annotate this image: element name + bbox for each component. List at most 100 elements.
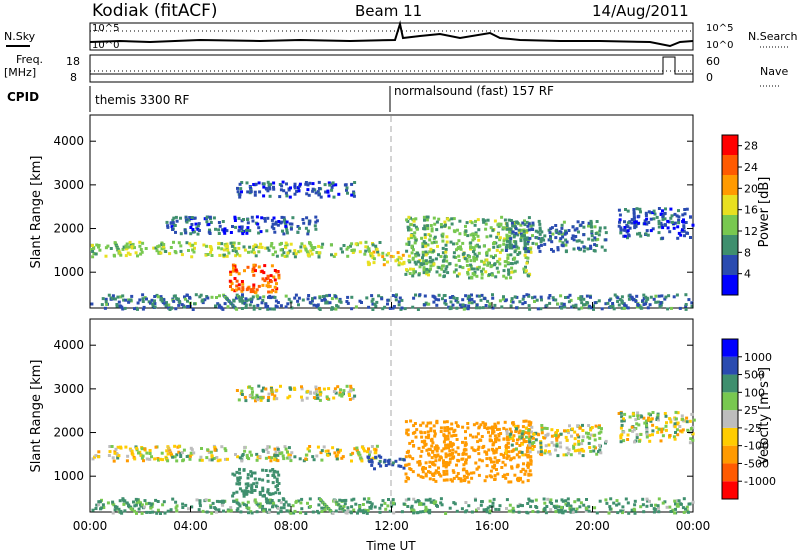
heatmap-cell	[455, 509, 459, 513]
heatmap-cell	[443, 299, 447, 303]
heatmap-cell	[431, 449, 435, 453]
heatmap-cell	[589, 244, 593, 248]
heatmap-cell	[490, 264, 494, 268]
heatmap-cell	[215, 508, 218, 512]
heatmap-cell	[208, 458, 212, 462]
heatmap-cell	[387, 462, 391, 466]
heatmap-cell	[153, 299, 156, 303]
heatmap-cell	[593, 506, 597, 510]
heatmap-cell	[133, 504, 137, 508]
heatmap-cell	[218, 500, 221, 504]
heatmap-cell	[675, 504, 679, 508]
heatmap-cell	[110, 445, 114, 448]
heatmap-cell	[266, 246, 270, 250]
heatmap-cell	[679, 429, 683, 433]
heatmap-cell	[617, 303, 621, 307]
heatmap-cell	[442, 447, 446, 451]
heatmap-cell	[661, 226, 665, 230]
heatmap-cell	[435, 444, 439, 448]
heatmap-cell	[223, 227, 227, 231]
heatmap-cell	[689, 215, 692, 219]
heatmap-cell	[538, 228, 542, 232]
heatmap-cell	[408, 272, 412, 275]
heatmap-cell	[472, 237, 476, 241]
heatmap-cell	[333, 451, 337, 455]
heatmap-cell	[564, 243, 568, 247]
heatmap-cell	[433, 432, 437, 436]
heatmap-cell	[159, 251, 163, 255]
heatmap-cell	[648, 417, 652, 421]
heatmap-cell	[665, 421, 668, 425]
heatmap-cell	[381, 499, 385, 503]
heatmap-cell	[137, 507, 141, 511]
colorbar-swatch	[722, 195, 738, 215]
heatmap-cell	[667, 294, 671, 298]
heatmap-cell	[330, 188, 334, 192]
heatmap-cell	[255, 215, 259, 219]
heatmap-cell	[502, 426, 506, 430]
heatmap-cell	[668, 434, 672, 437]
heatmap-cell	[235, 508, 239, 512]
heatmap-cell	[391, 461, 395, 465]
heatmap-cell	[230, 244, 234, 248]
heatmap-cell	[433, 235, 437, 239]
heatmap-cell	[652, 217, 656, 221]
heatmap-cell	[477, 452, 481, 456]
heatmap-cell	[444, 267, 448, 271]
heatmap-cell	[450, 217, 454, 221]
heatmap-cell	[315, 389, 319, 393]
heatmap-cell	[276, 453, 280, 457]
heatmap-cell	[223, 253, 226, 257]
heatmap-cell	[651, 433, 654, 437]
heatmap-cell	[561, 241, 565, 245]
heatmap-cell	[504, 446, 508, 450]
heatmap-cell	[497, 427, 501, 431]
heatmap-cell	[422, 271, 426, 275]
heatmap-cell	[263, 217, 267, 220]
heatmap-cell	[483, 426, 487, 429]
heatmap-cell	[527, 497, 531, 501]
heatmap-cell	[521, 504, 524, 508]
heatmap-cell	[351, 388, 355, 392]
heatmap-cell	[279, 506, 283, 510]
heatmap-cell	[288, 394, 292, 398]
heatmap-cell	[522, 294, 526, 298]
heatmap-cell	[422, 215, 426, 219]
heatmap-cell	[525, 229, 529, 233]
heatmap-cell	[343, 499, 347, 502]
heatmap-cell	[194, 222, 198, 226]
heatmap-cell	[145, 510, 149, 514]
heatmap-cell	[163, 511, 167, 515]
heatmap-cell	[445, 472, 449, 476]
heatmap-cell	[453, 428, 457, 432]
heatmap-cell	[429, 429, 433, 433]
heatmap-cell	[338, 297, 342, 301]
heatmap-cell	[344, 183, 348, 187]
heatmap-cell	[560, 506, 563, 509]
heatmap-cell	[190, 223, 194, 226]
heatmap-cell	[428, 465, 432, 469]
heatmap-cell	[503, 218, 507, 222]
heatmap-cell	[537, 450, 540, 454]
heatmap-cell	[320, 449, 324, 453]
heatmap-cell	[100, 303, 104, 307]
heatmap-cell	[414, 500, 418, 504]
heatmap-cell	[442, 472, 446, 476]
heatmap-cell	[133, 307, 136, 311]
heatmap-cell	[345, 384, 349, 388]
heatmap-cell	[179, 244, 183, 248]
heatmap-cell	[644, 302, 648, 306]
heatmap-cell	[561, 244, 565, 248]
heatmap-cell	[247, 385, 251, 389]
heatmap-cell	[272, 470, 276, 474]
heatmap-cell	[365, 296, 369, 300]
heatmap-cell	[182, 305, 186, 309]
heatmap-cell	[534, 229, 538, 233]
heatmap-cell	[274, 450, 278, 454]
heatmap-cell	[509, 219, 513, 222]
heatmap-cell	[381, 255, 385, 259]
heatmap-cell	[444, 455, 448, 459]
heatmap-cell	[374, 455, 378, 459]
heatmap-cell	[303, 245, 307, 249]
heatmap-cell	[581, 435, 585, 439]
